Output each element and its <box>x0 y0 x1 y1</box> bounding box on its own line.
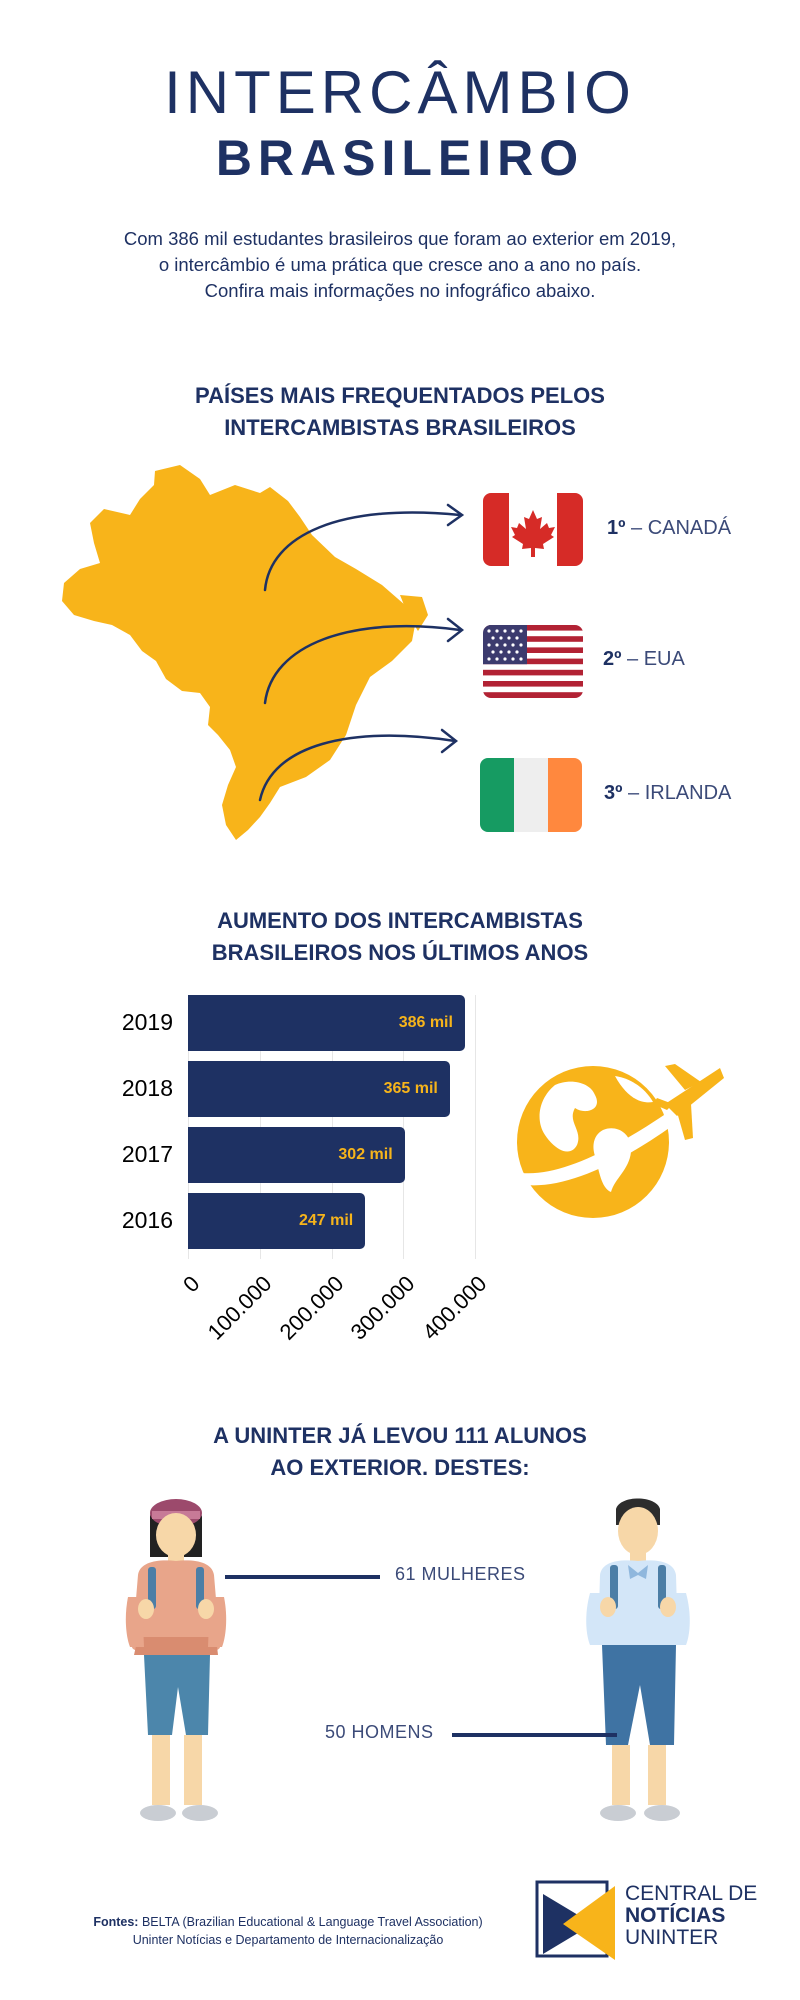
country-rank-2-position: 2º <box>603 648 622 670</box>
chart-bar: 302 mil <box>188 1127 405 1183</box>
countries-title-line-2: INTERCAMBISTAS BRASILEIROS <box>224 415 576 440</box>
countries-title-line-1: PAÍSES MAIS FREQUENTADOS PELOS <box>195 383 605 408</box>
chart-tick-label: 0 <box>178 1270 205 1298</box>
sources-text-1: BELTA (Brazilian Educational & Language … <box>141 1915 483 1929</box>
male-student-icon <box>586 1498 690 1821</box>
intro-text: Com 386 mil estudantes brasileiros que f… <box>40 226 760 304</box>
sources-line-1: Fontes: BELTA (Brazilian Educational & L… <box>58 1913 518 1931</box>
country-rank-2-name: EUA <box>643 648 685 670</box>
page-subtitle: BRASILEIRO <box>215 130 585 186</box>
chart-category-label: 2017 <box>121 1141 173 1167</box>
chart-tick-label: 100.000 <box>202 1270 277 1345</box>
chart-bar: 247 mil <box>188 1193 366 1249</box>
chart-category-label: 2018 <box>121 1075 173 1101</box>
chart-bar: 386 mil <box>188 995 465 1051</box>
chart-data-label: 247 mil <box>298 1212 354 1229</box>
country-rank-1-separator: – <box>625 517 648 539</box>
chart-bar: 365 mil <box>188 1061 450 1117</box>
arrows-decoration <box>258 503 465 802</box>
chart-gridline <box>475 995 476 1259</box>
female-student-icon <box>125 1499 227 1821</box>
brand-line-3: UNINTER <box>625 1926 719 1949</box>
chart-tick-label: 200.000 <box>274 1270 348 1345</box>
country-rank-1-position: 1º <box>607 517 626 539</box>
uninter-title-line-1: A UNINTER JÁ LEVOU 111 ALUNOS <box>213 1423 587 1448</box>
chart-gridline <box>259 995 261 1259</box>
country-rank-2-separator: – <box>621 648 644 670</box>
chart-category-label: 2016 <box>121 1207 173 1233</box>
growth-title-line-2: BRASILEIROS NOS ÚLTIMOS ANOS <box>211 940 589 965</box>
men-connector-line <box>452 1733 617 1737</box>
growth-title-line-1: AUMENTO DOS INTERCAMBISTAS <box>217 908 583 933</box>
men-count-label: 50 HOMENS <box>325 1722 434 1742</box>
women-connector-line <box>225 1575 380 1579</box>
intro-line-2: o intercâmbio é uma prática que cresce a… <box>158 254 642 275</box>
chart-tick-label: 400.000 <box>417 1270 492 1345</box>
brazil-map-icon <box>62 465 428 840</box>
country-rank-3-separator: – <box>622 782 645 804</box>
growth-section-title: AUMENTO DOS INTERCAMBISTAS BRASILEIROS N… <box>0 905 800 969</box>
central-noticias-logo-icon <box>535 1880 615 1960</box>
chart-data-label: 302 mil <box>338 1146 393 1163</box>
brand-line-2: NOTÍCIAS <box>625 1904 726 1927</box>
usa-flag-icon <box>483 625 583 698</box>
page-title: INTERCÂMBIO <box>164 59 636 126</box>
brand-name: CENTRAL DE NOTÍCIAS UNINTER <box>625 1883 757 1949</box>
chart-gridline <box>403 995 405 1259</box>
chart-gridline <box>331 995 333 1259</box>
sources-line-2: Uninter Notícias e Departamento de Inter… <box>132 1933 444 1947</box>
country-rank-2: 2º – EUA <box>603 648 685 671</box>
country-rank-3-name: IRLANDA <box>644 782 732 804</box>
chart-category-label: 2019 <box>121 1009 173 1035</box>
country-rank-3-position: 3º <box>604 782 623 804</box>
chart-data-label: 386 mil <box>398 1014 453 1031</box>
brand-line-1: CENTRAL DE <box>625 1882 758 1905</box>
chart-gridline <box>188 995 189 1259</box>
sources-label: Fontes: <box>93 1915 139 1929</box>
uninter-title-line-2: AO EXTERIOR. DESTES: <box>270 1455 530 1480</box>
country-rank-1: 1º – CANADÁ <box>607 517 731 540</box>
intro-line-1: Com 386 mil estudantes brasileiros que f… <box>123 228 677 249</box>
countries-section-title: PAÍSES MAIS FREQUENTADOS PELOS INTERCAMB… <box>0 380 800 444</box>
ireland-flag-icon <box>480 758 582 832</box>
country-rank-1-name: CANADÁ <box>647 517 732 539</box>
women-count-label: 61 MULHERES <box>395 1564 526 1584</box>
intro-line-3: Confira mais informações no infográfico … <box>204 280 596 301</box>
uninter-section-title: A UNINTER JÁ LEVOU 111 ALUNOS AO EXTERIO… <box>0 1420 800 1484</box>
country-rank-3: 3º – IRLANDA <box>604 782 731 805</box>
chart-data-label: 365 mil <box>383 1080 438 1097</box>
canada-flag-icon <box>483 493 583 566</box>
sources-note: Fontes: BELTA (Brazilian Educational & L… <box>58 1913 518 1949</box>
chart-tick-label: 300.000 <box>345 1270 420 1345</box>
globe-airplane-icon <box>515 1064 724 1218</box>
